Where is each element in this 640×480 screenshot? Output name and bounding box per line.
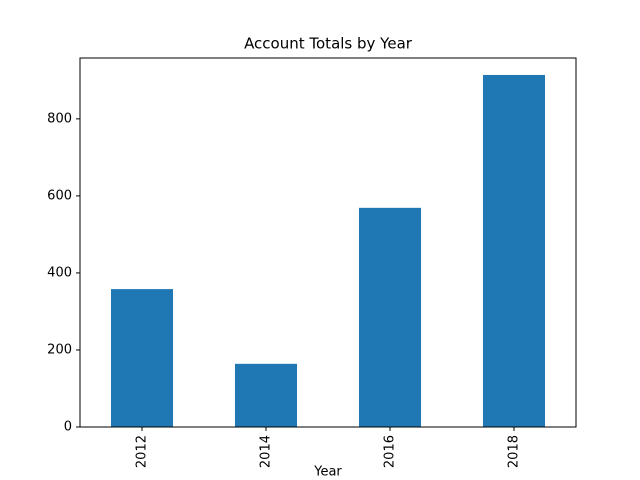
x-axis-label: Year <box>313 465 342 480</box>
x-tick-label: 2014 <box>259 435 274 468</box>
bar <box>483 74 545 427</box>
x-tick-label: 2016 <box>383 435 398 468</box>
y-tick-label: 0 <box>64 420 72 435</box>
chart-title: Account Totals by Year <box>244 35 413 53</box>
bar <box>235 363 297 427</box>
plot-frame <box>79 57 577 428</box>
bar <box>111 289 173 427</box>
y-tick-label: 400 <box>47 265 72 280</box>
y-tick-label: 600 <box>47 188 72 203</box>
x-tick-label: 2018 <box>507 435 522 468</box>
y-tick-label: 800 <box>47 111 72 126</box>
bar <box>359 207 421 427</box>
x-tick-label: 2012 <box>135 435 150 468</box>
y-tick-label: 200 <box>47 342 72 357</box>
